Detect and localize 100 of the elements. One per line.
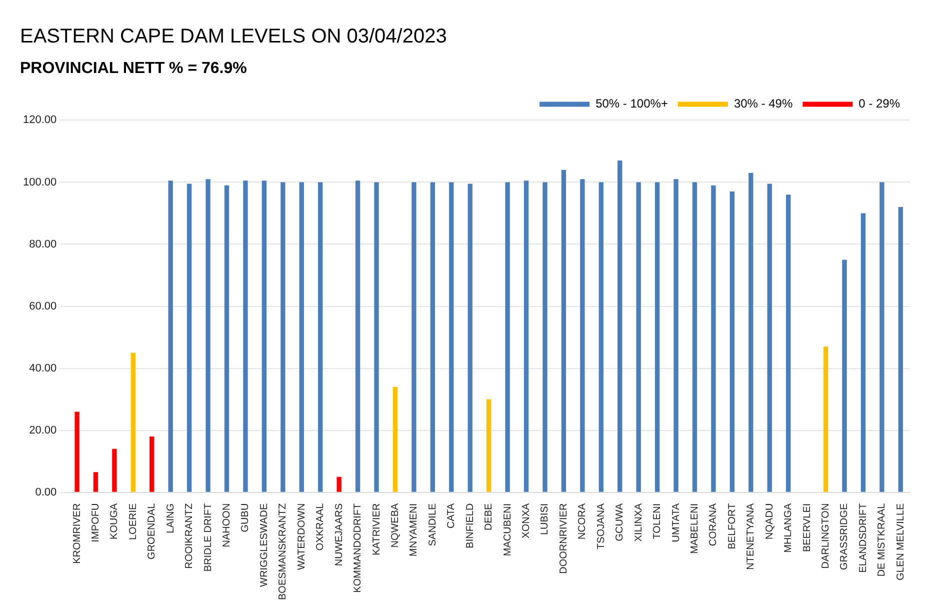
bar [636, 182, 641, 492]
x-tick-label: ELANDSDRIFT [858, 503, 869, 573]
bar [786, 194, 791, 492]
x-tick-label: IMPOFU [90, 503, 102, 542]
legend-label: 30% - 49% [734, 96, 793, 111]
bar [674, 179, 678, 492]
bar [206, 179, 210, 492]
bar [374, 182, 379, 492]
x-tick-label: MHLANGA [783, 502, 794, 553]
bar [93, 472, 98, 492]
y-tick-label: 0.00 [35, 486, 57, 498]
bar [243, 180, 248, 492]
bar [748, 172, 754, 492]
y-tick-label: 80.00 [29, 238, 57, 250]
bar [842, 260, 847, 492]
x-tick-label: GUBU [240, 503, 252, 532]
x-tick-label: KOMMANDODRIFT [352, 503, 364, 593]
y-tick-label: 60.00 [29, 300, 57, 312]
x-tick-label: UMTATA [670, 503, 682, 542]
x-tick-label: SANDILE [427, 502, 438, 546]
y-tick-label: 40.00 [29, 362, 57, 374]
x-tick-label: XONXA [521, 502, 532, 538]
legend-label: 50% - 100%+ [596, 96, 668, 111]
x-tick-label: DOORNRIVIER [558, 503, 570, 574]
bar [74, 412, 80, 492]
x-tick-label: GLEN MELVILLE [895, 503, 906, 580]
bar [186, 184, 192, 492]
bar [299, 182, 304, 492]
x-tick-label: BINFIELD [464, 503, 476, 548]
x-tick-label: BRIDLE DRIFT [202, 503, 214, 572]
x-tick-label: CORANA [708, 503, 720, 546]
bar [505, 182, 510, 492]
bar [561, 170, 566, 492]
y-tick-label: 20.00 [29, 424, 57, 436]
bar [898, 207, 903, 492]
bar [355, 180, 360, 492]
x-tick-label: NAHOON [222, 503, 233, 548]
x-tick-label: GCUWA [614, 503, 626, 542]
bar [262, 180, 267, 492]
x-tick-label: DEBE [484, 502, 495, 531]
x-tick-label: DARLINGTON [820, 503, 832, 569]
legend-label: 0 - 29% [858, 96, 900, 111]
x-tick-label: BELFORT [726, 503, 738, 550]
x-tick-label: KROMRIVER [72, 503, 83, 564]
bar [318, 182, 323, 492]
x-tick-label: NQADU [764, 503, 776, 540]
x-tick-label: WRIGGLESWADE [258, 502, 270, 587]
x-tick-label: BEERVLEI [802, 503, 813, 552]
x-tick-label: ROOIKRANTZ [184, 503, 196, 569]
bar [449, 182, 454, 492]
y-tick-label: 120.00 [22, 114, 57, 126]
bar [730, 192, 735, 492]
bar [692, 182, 698, 492]
bar [823, 346, 828, 492]
x-tick-label: WATERDOWN [296, 503, 308, 570]
bar [112, 448, 117, 492]
x-tick-label: MABELENI [689, 503, 700, 554]
x-tick-label: GROENDAL [146, 502, 158, 560]
bar [711, 185, 716, 492]
x-tick-label: NCORA [577, 503, 588, 540]
x-tick-label: LUBISI [540, 503, 551, 536]
bar [486, 399, 492, 492]
x-tick-label: DE MISTKRAAL [876, 502, 888, 577]
bar [130, 352, 136, 492]
bar [150, 436, 154, 492]
bar [580, 179, 585, 492]
bar [412, 182, 416, 492]
x-tick-label: TSOJANA [596, 502, 607, 550]
x-tick-label: NUWEJAARS [334, 503, 345, 566]
bar [224, 185, 230, 492]
bar [280, 182, 286, 492]
bar [542, 182, 548, 492]
x-tick-label: XILINXA [633, 503, 644, 542]
bar [468, 184, 472, 492]
x-tick-label: GRASSRIDGE [839, 503, 850, 570]
chart-subtitle: PROVINCIAL NETT % = 76.9% [20, 60, 247, 78]
bar [392, 386, 398, 492]
y-tick-label: 100.00 [22, 176, 57, 188]
bar [618, 160, 622, 492]
bar [767, 184, 772, 492]
bar [880, 182, 884, 492]
bar [654, 182, 660, 492]
bar [430, 182, 436, 492]
bar [168, 180, 173, 492]
chart-title: EASTERN CAPE DAM LEVELS ON 03/04/2023 [20, 26, 447, 48]
x-tick-label: OXKRAAL [315, 502, 326, 551]
bar [336, 476, 342, 492]
x-tick-label: MNYAMENI [408, 503, 420, 556]
x-tick-label: KOUGA [109, 502, 120, 540]
x-tick-label: CATA [446, 502, 458, 529]
x-tick-label: BOESMANSKRANTZ [278, 503, 289, 600]
x-tick-label: KATRIVIER [371, 503, 382, 556]
x-tick-label: LAING [165, 503, 176, 534]
x-tick-label: LOERIE [128, 503, 139, 540]
x-tick-label: MACUBENI [502, 503, 514, 556]
x-tick-label: NTENETYANA [746, 503, 757, 570]
bar [524, 180, 529, 492]
x-tick-label: NQWEBA [390, 502, 401, 548]
bar [860, 213, 866, 492]
bar [598, 182, 604, 492]
